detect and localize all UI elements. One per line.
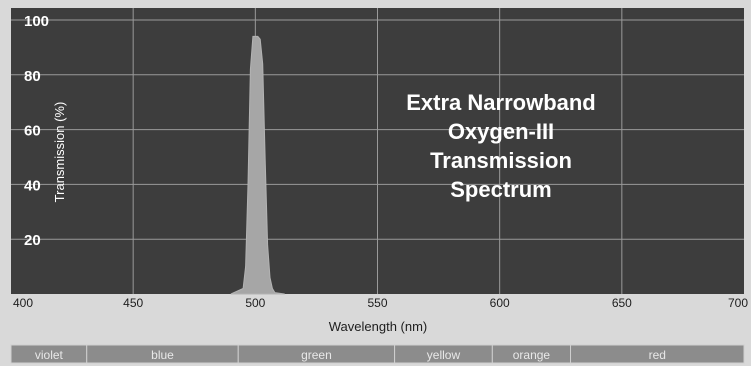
- spectrum-band-label: violet: [35, 348, 64, 362]
- x-axis-label: Wavelength (nm): [329, 319, 428, 334]
- title-line-3: Transmission: [430, 148, 572, 173]
- spectrum-band: [570, 344, 745, 364]
- x-tick-label: 600: [490, 296, 510, 310]
- y-tick-label: 60: [24, 123, 41, 140]
- grid-layer: [11, 8, 744, 294]
- spectrum-band-label: green: [301, 348, 332, 362]
- chart-title: Extra Narrowband Oxygen-III Transmission…: [406, 90, 596, 202]
- y-tick-label: 20: [24, 232, 41, 249]
- y-tick-label: 40: [24, 177, 41, 194]
- title-line-2: Oxygen-III: [448, 119, 554, 144]
- transmission-area: [230, 35, 285, 295]
- y-tick-label: 80: [24, 68, 41, 85]
- x-tick-label: 650: [612, 296, 632, 310]
- y-tick-label: 100: [24, 13, 49, 30]
- x-tick-label: 550: [367, 296, 387, 310]
- y-tick-labels: 20 40 60 80 100: [24, 13, 49, 249]
- spectrum-band-label: blue: [151, 348, 174, 362]
- x-tick-label: 700: [728, 296, 748, 310]
- x-tick-label: 500: [245, 296, 265, 310]
- x-tick-label: 450: [123, 296, 143, 310]
- x-tick-labels: 400 450 500 550 600 650 700: [13, 296, 748, 310]
- y-axis-label: Transmission (%): [52, 102, 67, 203]
- title-line-4: Spectrum: [450, 177, 551, 202]
- spectrum-band-label: yellow: [427, 348, 461, 362]
- title-line-1: Extra Narrowband: [406, 90, 596, 115]
- series-layer: [230, 35, 285, 295]
- spectrum-band-bar: violet blue green yellow orange red: [10, 344, 745, 364]
- spectrum-band-label: red: [649, 348, 666, 362]
- x-tick-label: 400: [13, 296, 33, 310]
- spectrum-band-label: orange: [513, 348, 551, 362]
